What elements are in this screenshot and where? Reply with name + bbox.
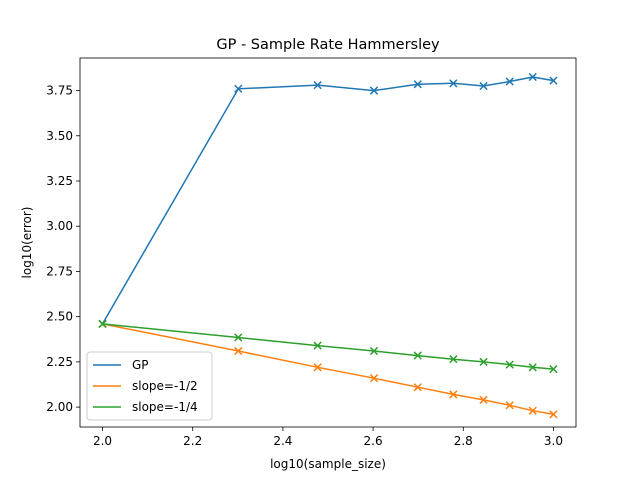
y-tick-label: 3.00 (46, 219, 73, 233)
legend-box (86, 351, 213, 421)
data-point-gp (234, 84, 243, 93)
data-point-slope-1-2 (313, 363, 322, 372)
data-point-slope-1-2 (528, 406, 537, 415)
data-point-slope-1-2 (234, 346, 243, 356)
data-point-slope-1-4 (528, 363, 537, 372)
legend-label-gp: GP (132, 358, 149, 372)
data-point-slope-1-2 (449, 390, 458, 399)
y-axis: 2.00 2.25 2.50 2.75 3.00 3.25 3.50 3.75 (46, 84, 80, 414)
x-tick-label: 3.0 (544, 434, 563, 448)
data-point-slope-1-4 (234, 333, 243, 342)
data-point-slope-1-2 (505, 401, 514, 410)
data-point-slope-1-4 (313, 341, 322, 350)
x-tick-label: 2.8 (454, 434, 473, 448)
plot-layer (98, 72, 558, 419)
plot-frame (79, 57, 577, 428)
series-line-gp (101, 76, 554, 325)
x-tick-label: 2.4 (273, 434, 292, 448)
data-point-gp (479, 81, 488, 91)
legend-label-slope-quarter: slope=-1/4 (132, 400, 198, 414)
data-point-slope-1-2 (413, 383, 422, 392)
data-point-gp (449, 79, 458, 88)
data-point-gp (505, 77, 514, 86)
x-axis-title: log10(sample_size) (270, 457, 386, 471)
data-point-slope-1-4 (449, 355, 458, 364)
data-point-slope-1-4 (369, 346, 379, 356)
series-line-slope-1-2 (102, 323, 554, 416)
y-tick-label: 3.25 (46, 174, 73, 188)
data-point-gp (528, 72, 537, 82)
data-point-slope-1-4 (98, 319, 107, 329)
series-line-slope-1-4 (102, 323, 554, 370)
data-point-slope-1-4 (505, 360, 514, 369)
data-point-slope-1-2 (369, 374, 379, 383)
data-point-gp (313, 81, 322, 90)
data-point-gp (549, 76, 558, 85)
y-tick-label: 3.50 (46, 129, 73, 143)
y-tick-label: 2.75 (46, 264, 73, 278)
data-point-slope-1-4 (413, 351, 422, 360)
y-tick-label: 2.00 (46, 400, 73, 414)
y-axis-title: log10(error) (20, 207, 34, 279)
y-tick-label: 3.75 (46, 84, 73, 98)
legend: GP slope=-1/2 slope=-1/4 (86, 351, 213, 421)
x-axis: 2.0 2.2 2.4 2.6 2.8 3.0 (93, 427, 563, 448)
data-point-slope-1-4 (549, 364, 558, 374)
data-point-gp (369, 86, 379, 95)
y-tick-label: 2.25 (46, 355, 73, 369)
x-tick-label: 2.2 (183, 434, 202, 448)
y-tick-label: 2.50 (46, 310, 73, 324)
x-tick-label: 2.0 (93, 434, 112, 448)
data-point-slope-1-2 (549, 410, 558, 419)
data-point-slope-1-2 (479, 395, 488, 404)
x-tick-label: 2.6 (364, 434, 383, 448)
data-point-gp (413, 80, 422, 89)
data-point-slope-1-4 (479, 357, 488, 367)
legend-label-slope-half: slope=-1/2 (132, 379, 198, 393)
chart-title: GP - Sample Rate Hammersley (216, 37, 440, 53)
